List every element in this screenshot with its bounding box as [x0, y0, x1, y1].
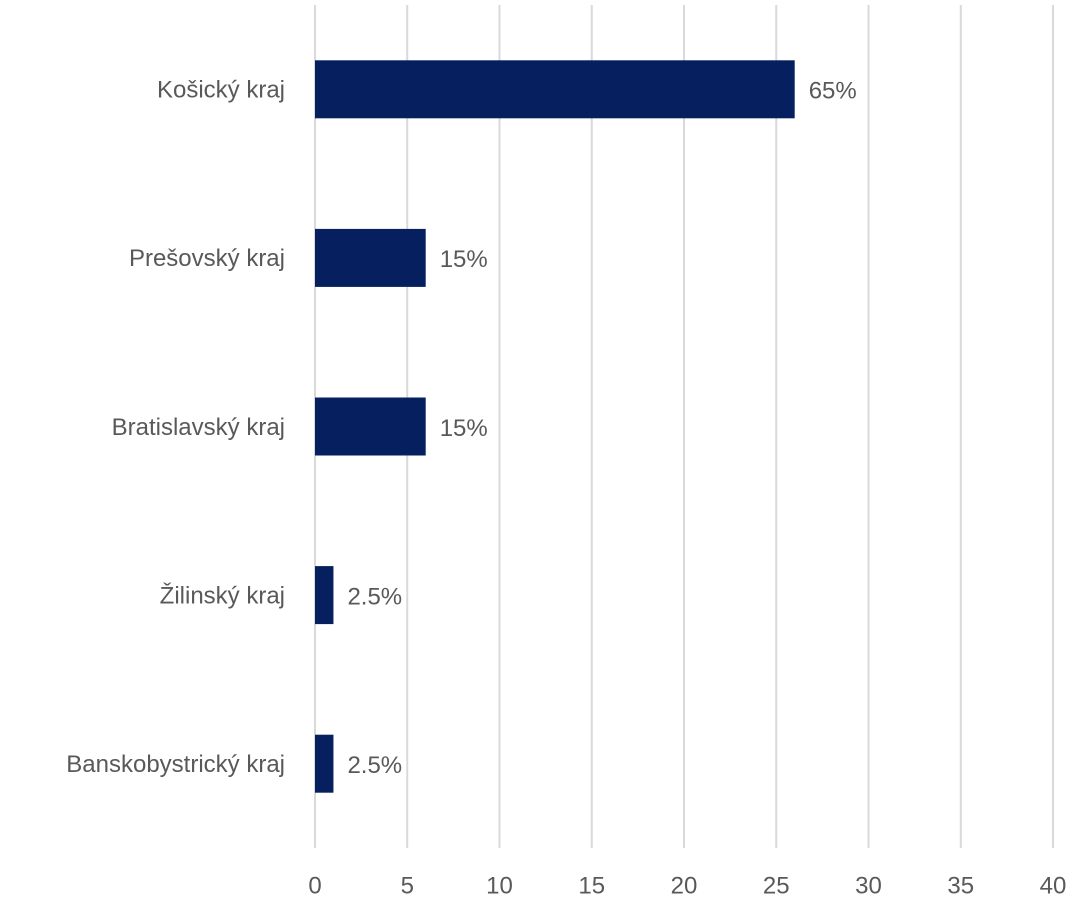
x-tick-label: 5 — [401, 872, 414, 899]
bar — [315, 566, 334, 625]
data-label: 15% — [440, 246, 488, 273]
y-tick-label: Banskobystrický kraj — [66, 751, 285, 778]
y-tick-label: Žilinský kraj — [160, 582, 285, 609]
x-tick-label: 15 — [578, 872, 605, 899]
data-label: 15% — [440, 415, 488, 442]
y-tick-label: Košický kraj — [157, 77, 285, 104]
x-tick-label: 0 — [308, 872, 321, 899]
bar — [315, 228, 426, 287]
y-tick-label: Bratislavský kraj — [112, 414, 285, 441]
x-tick-label: 30 — [855, 872, 882, 899]
bar — [315, 734, 334, 793]
data-label: 65% — [809, 78, 857, 105]
x-tick-label: 20 — [671, 872, 698, 899]
x-tick-label: 25 — [763, 872, 790, 899]
y-tick-label: Prešovský kraj — [129, 245, 285, 272]
data-label: 2.5% — [347, 583, 402, 610]
data-label: 2.5% — [347, 752, 402, 779]
x-tick-label: 35 — [947, 872, 974, 899]
bar — [315, 60, 795, 119]
x-tick-label: 10 — [486, 872, 513, 899]
x-tick-label: 40 — [1040, 872, 1067, 899]
bar — [315, 397, 426, 456]
